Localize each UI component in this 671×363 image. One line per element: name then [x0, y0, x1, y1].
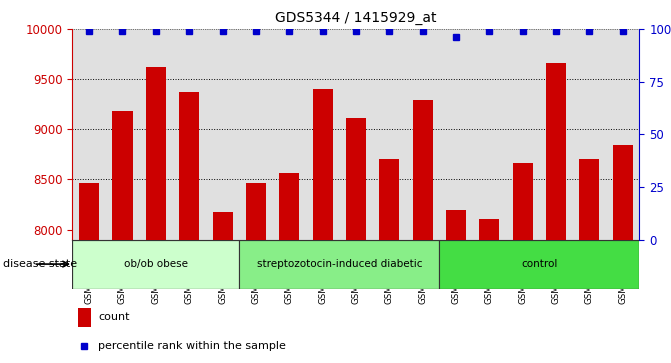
Bar: [146, 67, 166, 363]
Bar: [78, 307, 91, 327]
Text: percentile rank within the sample: percentile rank within the sample: [98, 341, 286, 351]
Bar: [413, 100, 433, 363]
Bar: [446, 209, 466, 363]
Bar: [279, 174, 299, 363]
Bar: [179, 92, 199, 363]
Text: ob/ob obese: ob/ob obese: [124, 259, 188, 269]
Bar: [79, 183, 99, 363]
Bar: [313, 89, 333, 363]
Title: GDS5344 / 1415929_at: GDS5344 / 1415929_at: [275, 11, 437, 25]
Bar: [479, 219, 499, 363]
Bar: [240, 240, 440, 289]
Bar: [513, 163, 533, 363]
Bar: [546, 63, 566, 363]
Text: streptozotocin-induced diabetic: streptozotocin-induced diabetic: [256, 259, 422, 269]
Bar: [246, 183, 266, 363]
Bar: [213, 212, 233, 363]
Bar: [346, 118, 366, 363]
Bar: [379, 159, 399, 363]
Text: disease state: disease state: [3, 259, 77, 269]
Bar: [113, 111, 132, 363]
Bar: [72, 240, 240, 289]
Text: count: count: [98, 313, 130, 322]
Bar: [440, 240, 639, 289]
Text: control: control: [521, 259, 558, 269]
Bar: [613, 145, 633, 363]
Bar: [580, 159, 599, 363]
